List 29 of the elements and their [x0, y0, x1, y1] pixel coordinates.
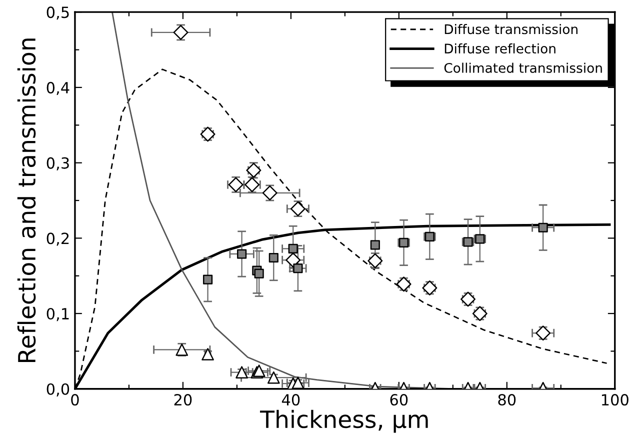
point: [536, 326, 551, 341]
x-tick-label: 80: [498, 394, 516, 406]
x-axis-title: Thickness, µm: [260, 410, 428, 433]
y-tick-label: 0,0: [46, 383, 70, 396]
point: [290, 201, 306, 216]
point: [237, 249, 247, 259]
x-tick-label: 40: [282, 394, 300, 406]
point: [370, 240, 380, 250]
point: [538, 222, 548, 232]
legend-label: Collimated transmission: [444, 62, 602, 73]
y-tick-label: 0,3: [46, 157, 69, 170]
y-tick-label: 0,5: [46, 6, 69, 20]
legend-label: Diffuse reflection: [444, 43, 556, 54]
point: [254, 268, 264, 278]
y-tick-label: 0,2: [46, 232, 69, 246]
point: [268, 252, 278, 263]
point: [288, 244, 298, 254]
point: [202, 274, 213, 284]
legend-label: Diffuse transmission: [444, 24, 578, 34]
y-axis-title: Reflection and transmission: [17, 38, 36, 362]
point: [472, 306, 488, 322]
x-tick-label: 100: [602, 394, 628, 406]
x-tick-label: 60: [390, 394, 408, 406]
x-tick-label: 20: [174, 394, 192, 406]
point: [293, 264, 303, 274]
point: [262, 185, 278, 200]
y-tick-label: 0,1: [46, 308, 69, 322]
y-tick-label: 0,4: [46, 82, 70, 96]
x-tick-label: 0: [71, 394, 79, 406]
